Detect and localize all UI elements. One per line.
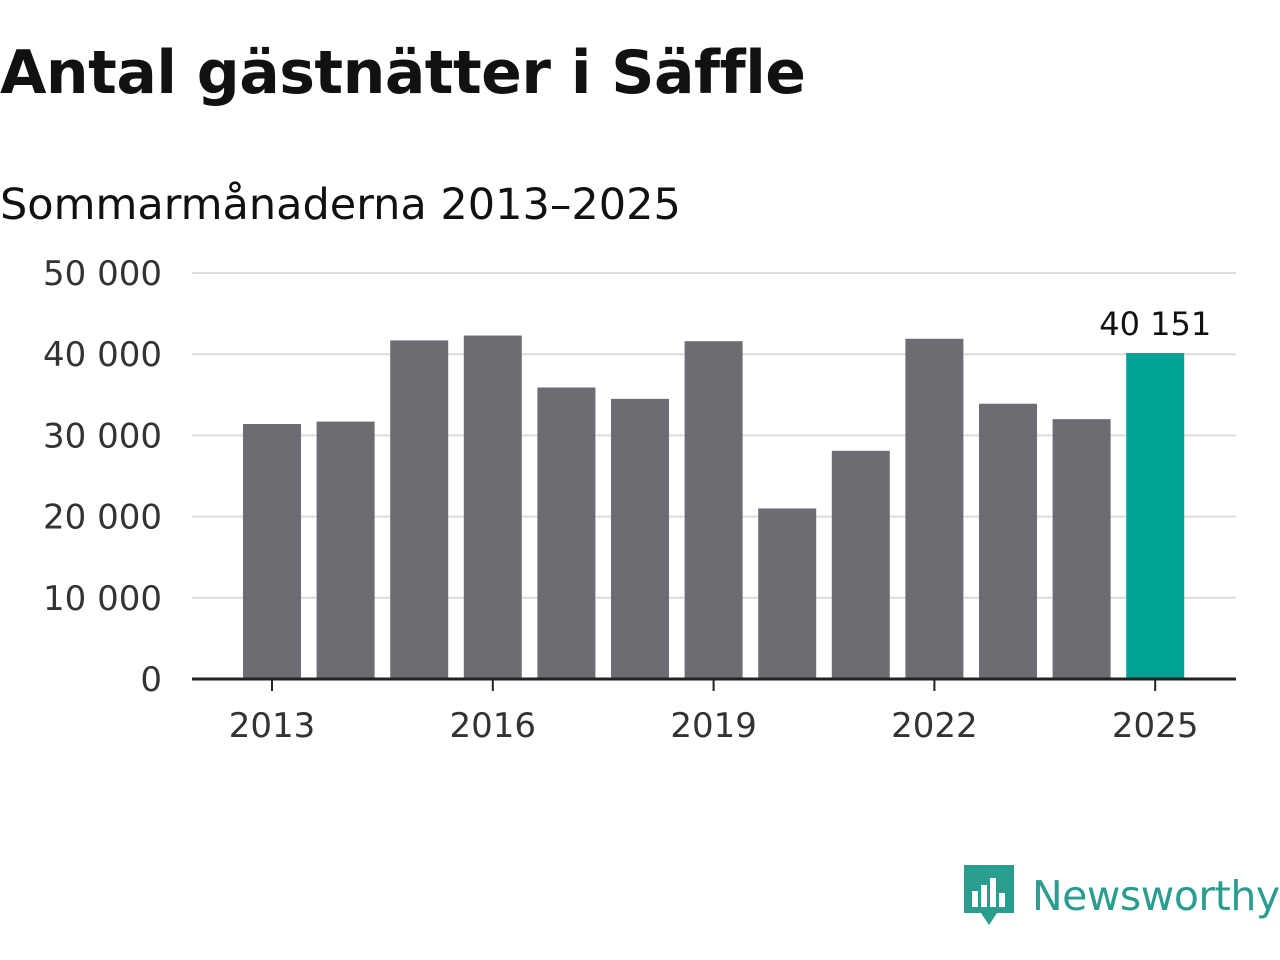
chart-subtitle: Sommarmånaderna 2013–2025 bbox=[0, 180, 681, 230]
bars bbox=[243, 335, 1185, 679]
bar bbox=[390, 340, 449, 679]
bar bbox=[831, 450, 890, 679]
bar bbox=[537, 387, 596, 679]
x-tick-label: 2025 bbox=[1112, 706, 1199, 746]
bar bbox=[684, 341, 743, 679]
bar bbox=[316, 421, 375, 679]
y-tick-label: 40 000 bbox=[43, 335, 162, 375]
newsworthy-logo: Newsworthy bbox=[964, 864, 1280, 928]
y-tick-label: 0 bbox=[140, 660, 162, 700]
y-tick-label: 30 000 bbox=[43, 416, 162, 456]
x-tick-label: 2019 bbox=[670, 706, 757, 746]
x-tick-label: 2022 bbox=[891, 706, 978, 746]
bar bbox=[905, 338, 964, 679]
bar bbox=[758, 508, 817, 679]
bar bbox=[243, 424, 301, 679]
x-tick-label: 2016 bbox=[450, 706, 537, 746]
x-axis-tick-labels: 2013 2016 2019 2022 2025 bbox=[229, 679, 1199, 746]
data-labels: 40 151 bbox=[1099, 305, 1211, 343]
x-tick-label: 2013 bbox=[229, 706, 316, 746]
y-tick-label: 10 000 bbox=[43, 579, 162, 619]
chart-title: Antal gästnätter i Säffle bbox=[0, 38, 806, 108]
y-axis-tick-labels: 0 10 000 20 000 30 000 40 000 50 000 bbox=[43, 254, 162, 700]
data-label: 40 151 bbox=[1099, 305, 1211, 343]
chat-bubble-bar-chart-icon bbox=[964, 865, 1014, 925]
y-tick-label: 20 000 bbox=[43, 498, 162, 538]
bar bbox=[611, 398, 669, 679]
bar bbox=[1126, 352, 1185, 679]
y-tick-label: 50 000 bbox=[43, 254, 162, 294]
bar bbox=[979, 403, 1037, 679]
brand-name: Newsworthy bbox=[1032, 872, 1280, 920]
bar bbox=[463, 335, 522, 679]
bar bbox=[1052, 419, 1111, 679]
